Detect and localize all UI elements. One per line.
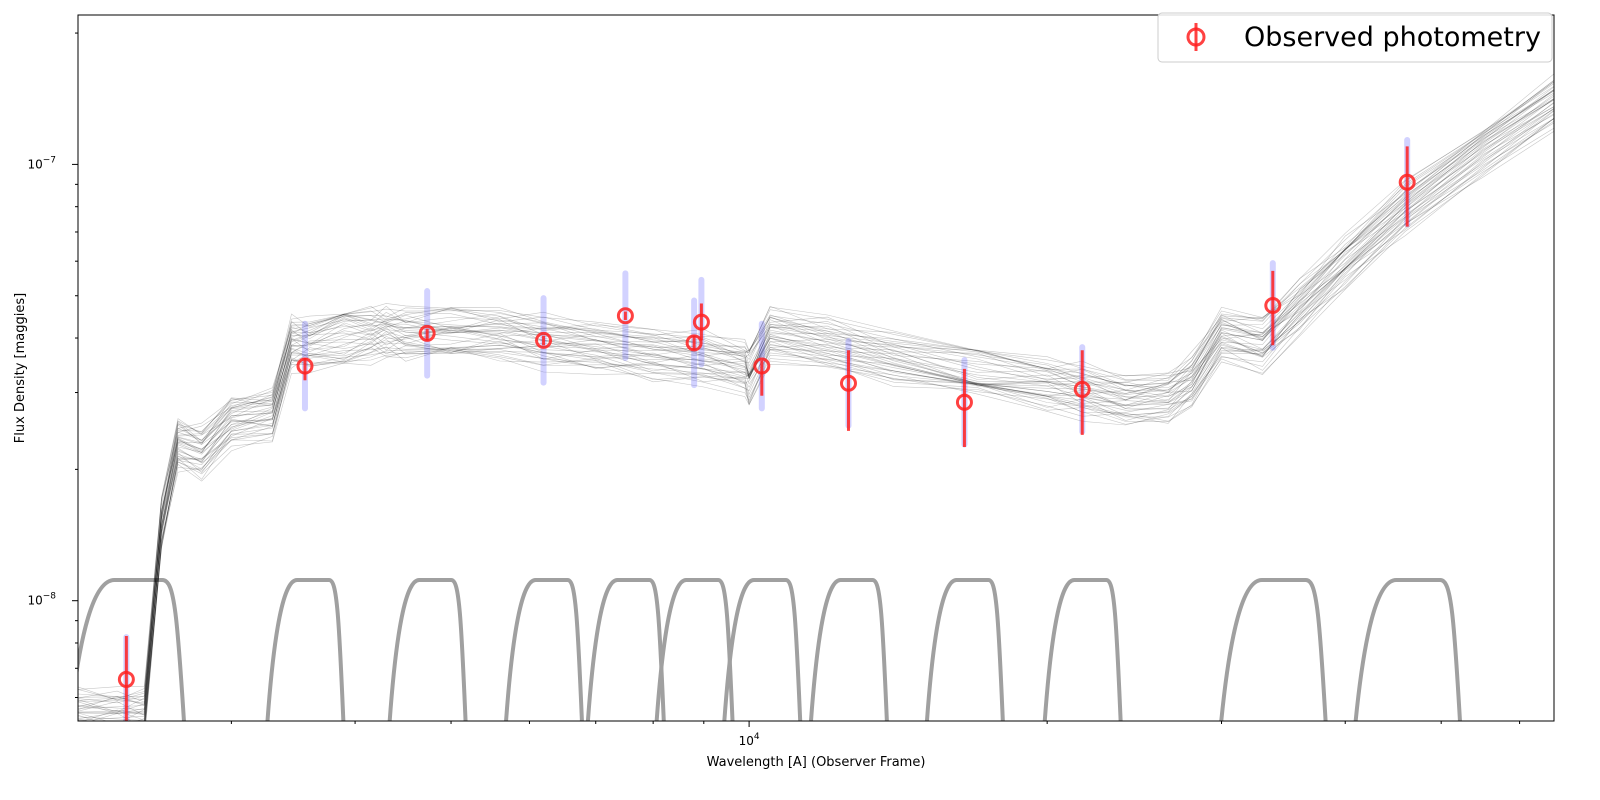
filter-curves xyxy=(78,578,1463,721)
model-spectrum-line xyxy=(82,106,1554,721)
filter-curve xyxy=(265,578,346,721)
observed-point xyxy=(1073,380,1091,398)
model-spectrum-line xyxy=(144,122,1554,721)
observed-point xyxy=(955,393,973,411)
observed-point xyxy=(753,357,771,375)
filter-curve xyxy=(1042,578,1123,721)
filter-curve xyxy=(504,578,584,721)
filter-curve xyxy=(387,578,468,721)
model-spectrum-line xyxy=(144,117,1554,721)
plot-background xyxy=(78,15,1554,721)
y-tick-label: 10−7 xyxy=(27,155,56,171)
legend-marker-icon xyxy=(1186,27,1206,47)
model-spectrum-line xyxy=(78,90,1554,706)
model-spectrum-line xyxy=(145,120,1554,721)
model-spectrum-line xyxy=(78,94,1554,721)
observed-point xyxy=(418,324,436,342)
observed-point xyxy=(296,357,314,375)
model-spectrum-line xyxy=(78,108,1554,721)
model-spectrum-line xyxy=(78,73,1554,702)
model-spectrum-line xyxy=(78,95,1554,720)
y-tick-label: 10−8 xyxy=(27,592,56,608)
model-spectrum-line xyxy=(78,81,1554,711)
model-spectrum-line xyxy=(78,98,1554,721)
axis-ticks: 104 10−8 10−7 xyxy=(27,32,1521,748)
filter-curve xyxy=(924,578,1005,721)
filter-curve xyxy=(1219,578,1328,721)
model-spectrum-line xyxy=(135,113,1554,721)
filter-curve xyxy=(809,578,889,721)
model-spectrum-line xyxy=(78,85,1554,701)
model-spectrum-line xyxy=(78,92,1554,704)
model-spectrum-line xyxy=(144,118,1554,721)
model-spectrum-line xyxy=(78,89,1554,710)
model-spectrum-line xyxy=(145,131,1554,721)
model-spectrum-line xyxy=(90,114,1554,721)
observed-point xyxy=(117,670,135,688)
model-spectrum-line xyxy=(78,90,1554,704)
plot-frame xyxy=(77,14,1555,722)
filter-curve xyxy=(722,578,803,721)
model-spectrum-line xyxy=(78,89,1554,701)
model-spectrum-line xyxy=(78,98,1554,713)
model-spectrum-line xyxy=(144,110,1554,721)
observed-point xyxy=(535,331,553,349)
observed-point xyxy=(685,334,703,352)
filter-curve xyxy=(78,578,186,721)
model-spectrum-line xyxy=(78,80,1554,698)
model-spectrum-line xyxy=(78,107,1554,721)
model-spectrum-line xyxy=(78,99,1554,715)
filter-curve xyxy=(1353,578,1463,721)
x-axis-label: Wavelength [A] (Observer Frame) xyxy=(707,755,926,770)
model-spectrum-line xyxy=(78,89,1554,709)
y-axis-label: Flux Density [maggies] xyxy=(13,293,28,443)
model-spectrum-line xyxy=(144,110,1554,721)
model-spectrum-line xyxy=(144,102,1554,721)
model-spectrum-line xyxy=(78,86,1554,715)
model-spectrum-line xyxy=(78,99,1554,716)
model-spectrum-line xyxy=(78,106,1554,714)
observed-point xyxy=(839,374,857,392)
observed-point xyxy=(1398,173,1416,191)
model-spectrum-line xyxy=(78,98,1554,715)
model-spectrum-line xyxy=(78,102,1554,721)
x-tick-label: 104 xyxy=(739,732,760,748)
observed-point xyxy=(616,307,634,325)
model-spectrum-line xyxy=(145,127,1554,721)
observed-point xyxy=(692,313,710,331)
observed-point xyxy=(1264,296,1282,314)
legend-label: Observed photometry xyxy=(1244,22,1541,53)
legend: Observed photometry xyxy=(1157,12,1553,63)
model-spectrum-line xyxy=(78,83,1554,703)
model-spectrum-line xyxy=(145,117,1554,721)
model-spectrum-line xyxy=(144,118,1554,721)
observed-photometry xyxy=(117,146,1416,721)
model-spectrum-line xyxy=(78,79,1554,707)
filter-curve xyxy=(585,578,666,721)
model-spectrum-line xyxy=(78,81,1554,690)
model-spectra xyxy=(78,73,1554,721)
model-spectrum-line xyxy=(78,108,1554,721)
legend-box xyxy=(1157,12,1553,63)
